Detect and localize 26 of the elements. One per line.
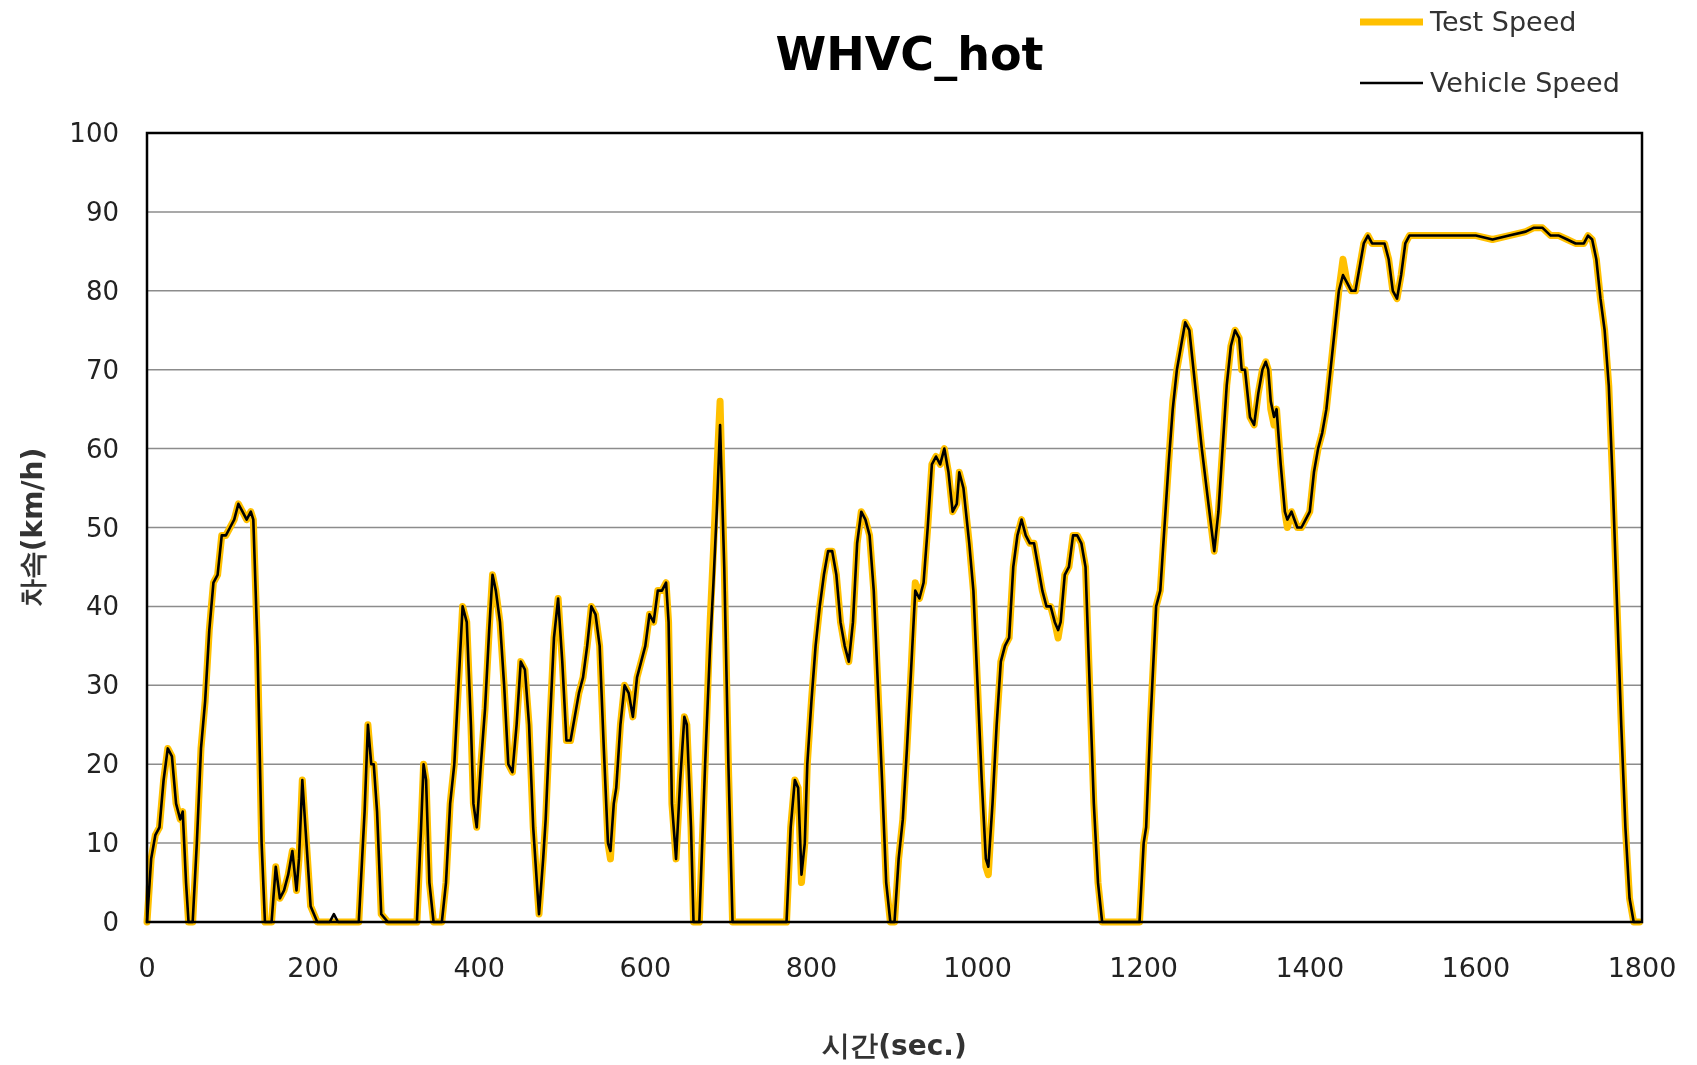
legend-label: Vehicle Speed (1430, 67, 1620, 98)
y-tick-label: 50 (85, 512, 119, 543)
y-tick-label: 80 (85, 275, 119, 306)
y-tick-label: 100 (69, 118, 119, 148)
x-tick-label: 600 (619, 952, 672, 983)
y-tick-label: 30 (85, 670, 119, 701)
x-tick-label: 1000 (943, 952, 1012, 983)
y-tick-label: 10 (85, 828, 119, 859)
x-tick-label: 1600 (1441, 952, 1511, 983)
x-tick-label: 1200 (1109, 952, 1179, 983)
y-tick-label: 20 (85, 749, 119, 780)
x-tick-label: 1400 (1275, 952, 1345, 983)
x-tick-label: 400 (453, 952, 505, 983)
x-tick-label: 200 (287, 952, 339, 983)
y-tick-label: 90 (85, 196, 119, 227)
x-tick-label: 1800 (1607, 952, 1677, 983)
x-axis-title: 시간(sec.) (822, 1029, 967, 1062)
y-tick-label: 70 (85, 354, 119, 385)
x-tick-label: 0 (138, 952, 156, 983)
y-tick-label: 40 (85, 591, 119, 622)
y-tick-label: 0 (102, 907, 119, 937)
legend-label: Test Speed (1429, 6, 1577, 37)
y-axis-title: 차속(km/h) (16, 447, 49, 608)
x-tick-label: 800 (785, 952, 838, 983)
y-tick-label: 60 (85, 433, 119, 464)
chart-title: WHVC_hot (775, 27, 1044, 81)
